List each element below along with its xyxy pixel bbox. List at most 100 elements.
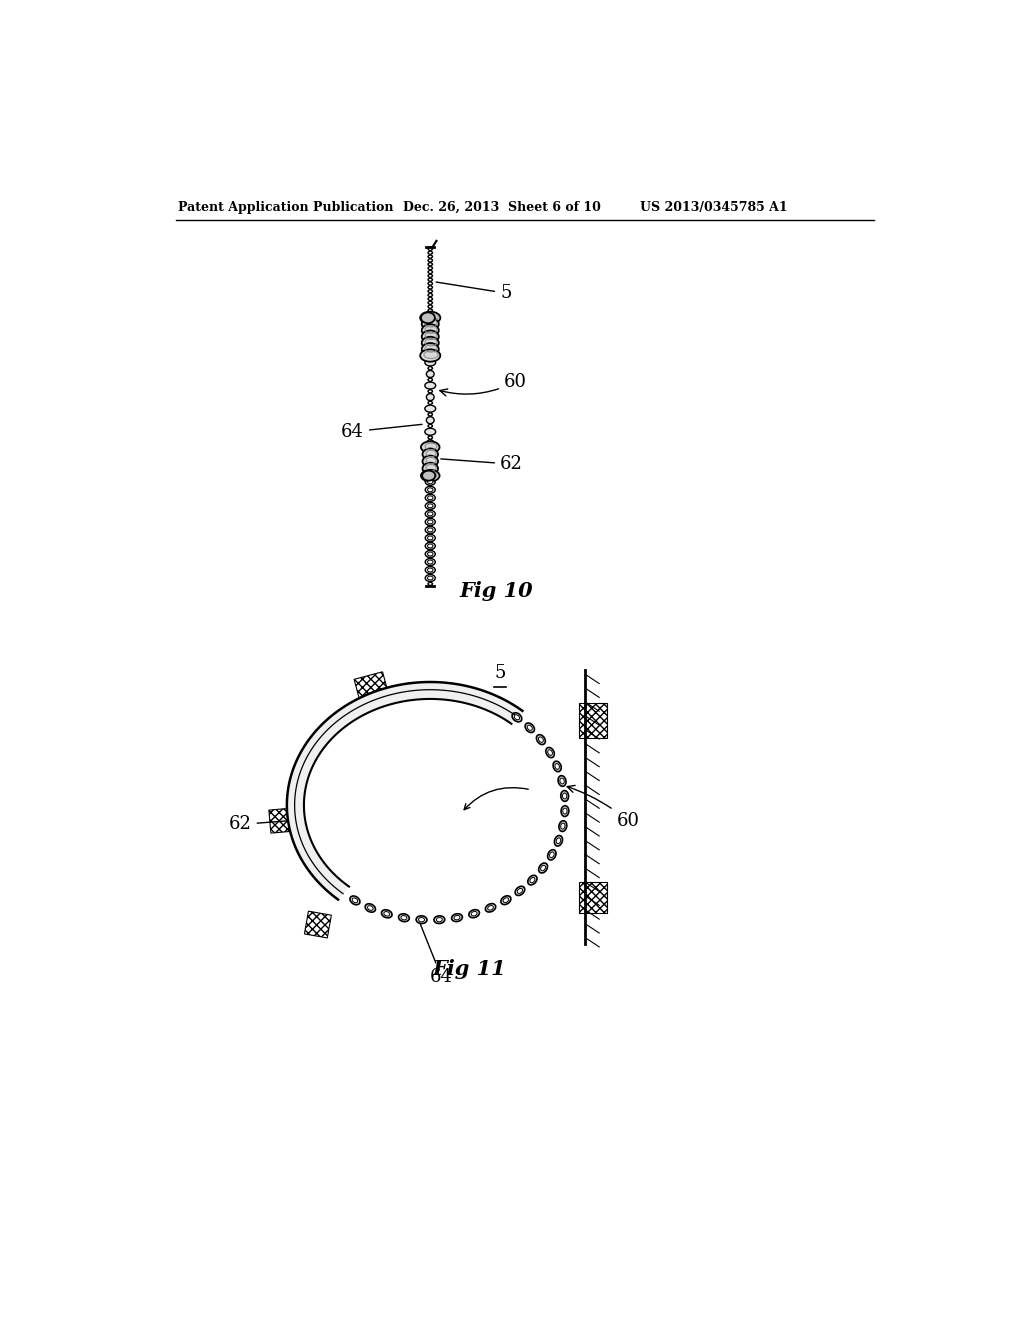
Ellipse shape — [421, 441, 439, 453]
Text: Patent Application Publication: Patent Application Publication — [178, 201, 394, 214]
Ellipse shape — [423, 455, 438, 467]
Ellipse shape — [561, 805, 568, 817]
Ellipse shape — [422, 318, 438, 330]
Ellipse shape — [469, 909, 479, 917]
Ellipse shape — [454, 916, 460, 920]
Ellipse shape — [425, 428, 435, 436]
Ellipse shape — [560, 777, 564, 784]
Ellipse shape — [527, 875, 537, 884]
Ellipse shape — [419, 917, 425, 921]
Ellipse shape — [416, 916, 427, 924]
Bar — [354, 672, 390, 708]
Ellipse shape — [555, 763, 559, 770]
Ellipse shape — [425, 535, 435, 541]
Ellipse shape — [366, 904, 376, 912]
Ellipse shape — [428, 568, 433, 572]
Ellipse shape — [425, 405, 435, 412]
Ellipse shape — [514, 715, 519, 719]
Text: Fig 10: Fig 10 — [460, 581, 532, 602]
Ellipse shape — [546, 747, 554, 758]
Ellipse shape — [428, 560, 433, 564]
Ellipse shape — [422, 325, 438, 337]
Ellipse shape — [561, 824, 565, 829]
Ellipse shape — [561, 791, 568, 801]
Ellipse shape — [436, 917, 442, 921]
Ellipse shape — [425, 574, 435, 582]
Ellipse shape — [425, 511, 435, 517]
Text: Fig 11: Fig 11 — [432, 958, 506, 978]
Ellipse shape — [428, 576, 433, 579]
Ellipse shape — [428, 520, 433, 524]
Ellipse shape — [487, 906, 494, 909]
Ellipse shape — [548, 750, 552, 755]
Bar — [304, 911, 332, 939]
Ellipse shape — [426, 440, 434, 446]
Ellipse shape — [452, 913, 463, 921]
Ellipse shape — [548, 850, 556, 859]
Ellipse shape — [428, 480, 433, 483]
Ellipse shape — [425, 558, 435, 565]
Text: US 2013/0345785 A1: US 2013/0345785 A1 — [640, 201, 787, 214]
Text: 60: 60 — [440, 372, 527, 396]
Ellipse shape — [428, 552, 433, 556]
Ellipse shape — [537, 735, 546, 744]
Ellipse shape — [422, 337, 438, 348]
Ellipse shape — [398, 913, 410, 921]
Ellipse shape — [485, 904, 496, 912]
Text: 64: 64 — [420, 923, 453, 986]
Ellipse shape — [428, 488, 433, 492]
Ellipse shape — [562, 793, 567, 799]
Ellipse shape — [425, 566, 435, 573]
Ellipse shape — [501, 896, 511, 904]
Ellipse shape — [428, 512, 433, 516]
Text: 62: 62 — [440, 455, 523, 473]
Ellipse shape — [350, 896, 359, 904]
Ellipse shape — [517, 888, 522, 894]
Text: 62: 62 — [228, 816, 288, 833]
Ellipse shape — [425, 478, 435, 486]
Ellipse shape — [420, 312, 440, 323]
Ellipse shape — [556, 838, 561, 843]
Ellipse shape — [425, 486, 435, 494]
Ellipse shape — [401, 916, 407, 920]
Ellipse shape — [421, 313, 435, 323]
Ellipse shape — [559, 821, 566, 832]
Text: 64: 64 — [341, 422, 422, 441]
Ellipse shape — [423, 463, 438, 474]
Text: Dec. 26, 2013  Sheet 6 of 10: Dec. 26, 2013 Sheet 6 of 10 — [403, 201, 601, 214]
Text: 60: 60 — [567, 785, 639, 829]
Ellipse shape — [421, 470, 439, 482]
Ellipse shape — [553, 762, 561, 772]
Ellipse shape — [558, 776, 566, 787]
Ellipse shape — [426, 393, 434, 400]
Ellipse shape — [428, 504, 433, 508]
Ellipse shape — [352, 898, 357, 903]
Ellipse shape — [563, 808, 567, 814]
Ellipse shape — [428, 536, 433, 540]
Bar — [269, 808, 294, 833]
Ellipse shape — [428, 496, 433, 500]
Ellipse shape — [471, 912, 477, 916]
Ellipse shape — [422, 471, 435, 480]
Ellipse shape — [529, 878, 535, 883]
Ellipse shape — [425, 381, 435, 389]
Ellipse shape — [425, 519, 435, 525]
Ellipse shape — [541, 866, 546, 871]
Ellipse shape — [368, 906, 373, 911]
Ellipse shape — [382, 909, 392, 917]
Text: 5: 5 — [436, 282, 511, 302]
Text: 5: 5 — [495, 664, 506, 682]
Ellipse shape — [426, 417, 434, 424]
Ellipse shape — [434, 916, 444, 924]
Polygon shape — [287, 682, 522, 899]
Ellipse shape — [515, 886, 524, 895]
Ellipse shape — [384, 912, 390, 916]
Ellipse shape — [554, 836, 562, 846]
Ellipse shape — [527, 725, 532, 730]
Ellipse shape — [550, 851, 554, 858]
Bar — [580, 704, 606, 738]
Ellipse shape — [425, 503, 435, 510]
Ellipse shape — [422, 330, 438, 343]
Ellipse shape — [428, 544, 433, 548]
Ellipse shape — [503, 898, 509, 903]
